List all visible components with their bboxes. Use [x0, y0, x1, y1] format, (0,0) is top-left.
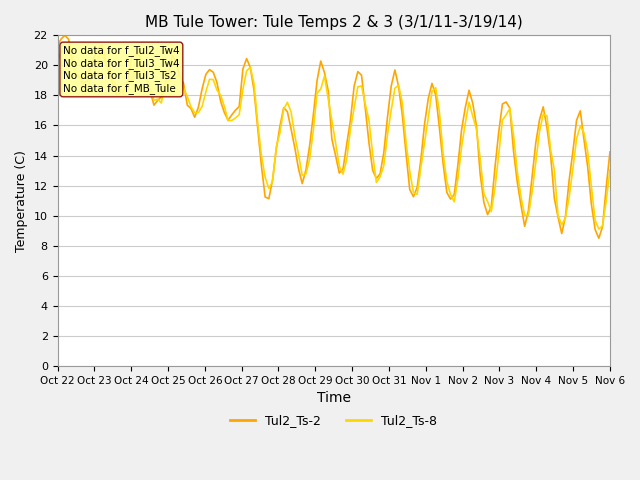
Tul2_Ts-2: [595, 235, 603, 241]
Tul2_Ts-8: [347, 126, 355, 132]
Tul2_Ts-8: [276, 130, 284, 135]
X-axis label: Time: Time: [317, 391, 351, 405]
Tul2_Ts-2: [347, 118, 355, 123]
Tul2_Ts-8: [369, 151, 376, 156]
Tul2_Ts-8: [239, 86, 247, 92]
Tul2_Ts-8: [65, 48, 72, 54]
Tul2_Ts-2: [606, 149, 614, 155]
Tul2_Ts-2: [61, 33, 68, 38]
Tul2_Ts-2: [239, 66, 247, 72]
Tul2_Ts-2: [439, 160, 447, 166]
Tul2_Ts-8: [595, 226, 603, 232]
Tul2_Ts-8: [606, 167, 614, 173]
Tul2_Ts-2: [54, 42, 61, 48]
Text: No data for f_Tul2_Tw4
No data for f_Tul3_Tw4
No data for f_Tul3_Ts2
No data for: No data for f_Tul2_Tw4 No data for f_Tul…: [63, 45, 180, 94]
Y-axis label: Temperature (C): Temperature (C): [15, 150, 28, 252]
Line: Tul2_Ts-2: Tul2_Ts-2: [58, 36, 610, 238]
Legend: Tul2_Ts-2, Tul2_Ts-8: Tul2_Ts-2, Tul2_Ts-8: [225, 409, 442, 432]
Tul2_Ts-2: [369, 168, 376, 173]
Tul2_Ts-2: [513, 179, 521, 185]
Tul2_Ts-2: [276, 123, 284, 129]
Title: MB Tule Tower: Tule Temps 2 & 3 (3/1/11-3/19/14): MB Tule Tower: Tule Temps 2 & 3 (3/1/11-…: [145, 15, 523, 30]
Line: Tul2_Ts-8: Tul2_Ts-8: [58, 51, 610, 229]
Tul2_Ts-8: [439, 151, 447, 156]
Tul2_Ts-8: [513, 168, 521, 174]
Tul2_Ts-8: [54, 58, 61, 64]
